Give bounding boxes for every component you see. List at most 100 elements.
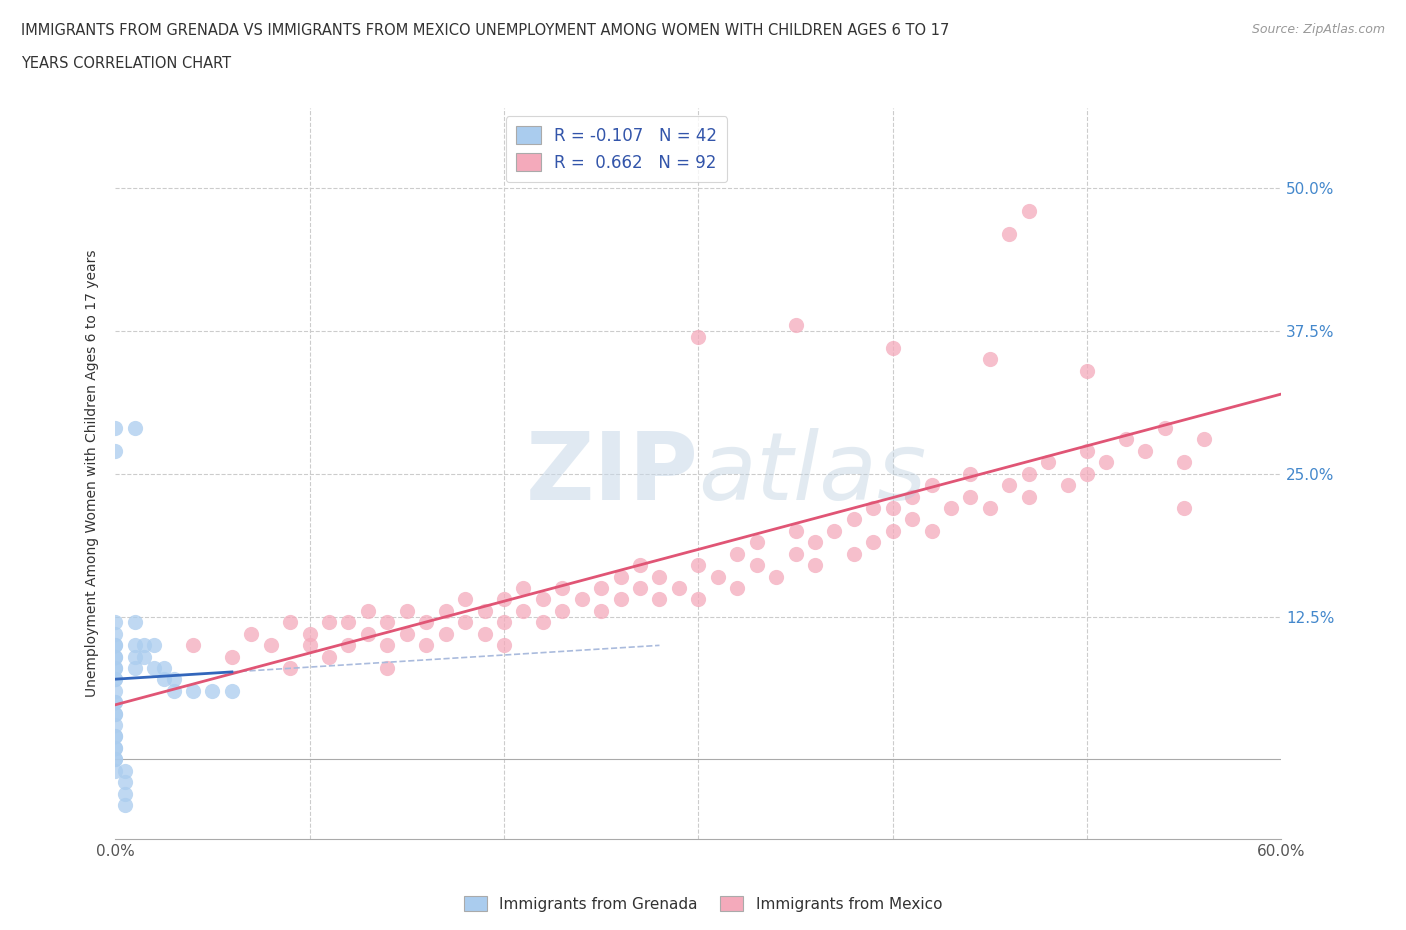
Point — [842, 546, 865, 561]
Point — [668, 580, 690, 595]
Point — [1076, 444, 1098, 458]
Point — [104, 718, 127, 733]
Y-axis label: Unemployment Among Women with Children Ages 6 to 17 years: Unemployment Among Women with Children A… — [86, 250, 100, 698]
Point — [1018, 204, 1040, 219]
Point — [377, 615, 399, 630]
Point — [114, 764, 136, 778]
Point — [512, 580, 534, 595]
Point — [979, 500, 1001, 515]
Point — [882, 340, 904, 355]
Point — [104, 626, 127, 641]
Point — [551, 604, 574, 618]
Point — [901, 512, 924, 526]
Point — [531, 591, 554, 606]
Point — [1173, 500, 1195, 515]
Point — [318, 615, 340, 630]
Legend: Immigrants from Grenada, Immigrants from Mexico: Immigrants from Grenada, Immigrants from… — [458, 889, 948, 918]
Point — [1153, 420, 1175, 435]
Point — [104, 615, 127, 630]
Point — [104, 660, 127, 675]
Point — [104, 740, 127, 755]
Point — [921, 478, 943, 493]
Point — [240, 626, 263, 641]
Point — [492, 638, 515, 653]
Point — [551, 580, 574, 595]
Point — [804, 535, 827, 550]
Point — [785, 546, 807, 561]
Point — [104, 764, 127, 778]
Text: atlas: atlas — [699, 428, 927, 519]
Point — [298, 626, 321, 641]
Point — [221, 649, 243, 664]
Point — [882, 500, 904, 515]
Point — [921, 524, 943, 538]
Point — [104, 444, 127, 458]
Point — [124, 615, 146, 630]
Point — [785, 318, 807, 333]
Point — [114, 798, 136, 813]
Point — [998, 478, 1021, 493]
Point — [181, 638, 204, 653]
Point — [298, 638, 321, 653]
Point — [415, 615, 437, 630]
Point — [104, 660, 127, 675]
Text: IMMIGRANTS FROM GRENADA VS IMMIGRANTS FROM MEXICO UNEMPLOYMENT AMONG WOMEN WITH : IMMIGRANTS FROM GRENADA VS IMMIGRANTS FR… — [21, 23, 949, 38]
Point — [357, 604, 380, 618]
Point — [260, 638, 283, 653]
Point — [901, 489, 924, 504]
Point — [745, 558, 768, 573]
Point — [104, 638, 127, 653]
Point — [337, 638, 360, 653]
Point — [377, 638, 399, 653]
Point — [201, 684, 224, 698]
Point — [745, 535, 768, 550]
Point — [104, 671, 127, 686]
Point — [959, 489, 981, 504]
Point — [571, 591, 593, 606]
Point — [939, 500, 962, 515]
Point — [104, 420, 127, 435]
Point — [492, 591, 515, 606]
Point — [492, 615, 515, 630]
Point — [862, 535, 884, 550]
Point — [337, 615, 360, 630]
Point — [104, 671, 127, 686]
Point — [104, 729, 127, 744]
Point — [648, 569, 671, 584]
Point — [124, 638, 146, 653]
Point — [143, 638, 166, 653]
Point — [221, 684, 243, 698]
Point — [474, 604, 496, 618]
Point — [104, 649, 127, 664]
Point — [998, 226, 1021, 241]
Point — [124, 420, 146, 435]
Point — [104, 695, 127, 710]
Point — [512, 604, 534, 618]
Text: YEARS CORRELATION CHART: YEARS CORRELATION CHART — [21, 56, 231, 71]
Point — [114, 786, 136, 801]
Point — [104, 740, 127, 755]
Point — [591, 604, 613, 618]
Point — [688, 329, 710, 344]
Point — [153, 671, 176, 686]
Point — [104, 752, 127, 767]
Point — [882, 524, 904, 538]
Point — [862, 500, 884, 515]
Point — [162, 684, 184, 698]
Point — [628, 580, 651, 595]
Point — [609, 569, 631, 584]
Point — [1115, 432, 1137, 446]
Point — [1056, 478, 1078, 493]
Point — [454, 591, 477, 606]
Point — [725, 546, 748, 561]
Point — [1076, 466, 1098, 481]
Point — [648, 591, 671, 606]
Point — [725, 580, 748, 595]
Point — [134, 649, 156, 664]
Point — [104, 706, 127, 721]
Point — [395, 604, 418, 618]
Point — [104, 695, 127, 710]
Point — [1173, 455, 1195, 470]
Point — [628, 558, 651, 573]
Point — [104, 638, 127, 653]
